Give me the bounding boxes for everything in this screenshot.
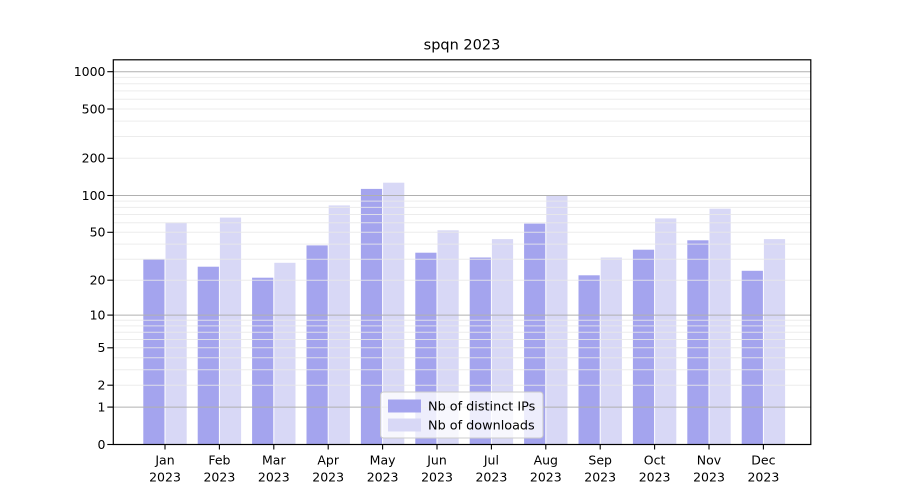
x-axis-month-label: Aug — [534, 453, 558, 468]
y-axis-tick-label: 5 — [98, 340, 106, 355]
legend-label-distinct-ips: Nb of distinct IPs — [428, 400, 536, 415]
bar-distinct-ips — [687, 240, 709, 445]
legend-label-downloads: Nb of downloads — [428, 419, 535, 434]
x-axis-year-label: 2023 — [367, 470, 399, 485]
bar-distinct-ips — [578, 275, 600, 445]
x-axis-month-label: Jan — [154, 453, 174, 468]
y-axis-tick-label: 100 — [82, 188, 106, 203]
legend-swatch-distinct-ips — [388, 399, 421, 413]
x-axis-month-label: Mar — [262, 453, 286, 468]
x-axis-year-label: 2023 — [639, 470, 671, 485]
bar-distinct-ips — [524, 223, 546, 445]
legend-box — [380, 391, 544, 439]
y-axis-tick-label: 200 — [82, 151, 106, 166]
bar-distinct-ips — [143, 259, 165, 445]
x-axis-month-label: Dec — [751, 453, 775, 468]
x-axis-year-label: 2023 — [475, 470, 507, 485]
bar-distinct-ips — [360, 188, 383, 445]
x-axis-month-label: May — [370, 453, 396, 468]
bar-downloads — [655, 218, 677, 445]
x-axis-year-label: 2023 — [149, 470, 181, 485]
bar-downloads — [763, 239, 786, 445]
x-axis-month-label: Jun — [426, 453, 447, 468]
bar-distinct-ips — [197, 266, 219, 445]
chart-title: spqn 2023 — [424, 38, 501, 54]
bar-distinct-ips — [252, 277, 274, 445]
x-axis-month-label: Feb — [208, 453, 230, 468]
x-axis-year-label: 2023 — [258, 470, 290, 485]
x-axis-month-label: Nov — [697, 453, 722, 468]
bar-downloads — [383, 182, 405, 445]
bar-downloads — [165, 222, 187, 445]
y-axis-tick-label: 50 — [90, 225, 106, 240]
legend-swatch-downloads — [388, 418, 421, 432]
x-axis-month-label: Jul — [483, 453, 499, 468]
axes-layer: 0 1 2 5 10 20 50 100 200 500 1000 Jan 2023 Feb 2023 Mar… — [74, 64, 780, 484]
legend: Nb of distinct IPs Nb of downloads — [380, 391, 544, 439]
gridlines-layer — [113, 71, 811, 408]
x-axis-year-label: 2023 — [312, 470, 344, 485]
bar-downloads — [437, 230, 459, 445]
x-axis-year-label: 2023 — [693, 470, 725, 485]
y-axis-tick-label: 20 — [90, 273, 106, 288]
bar-downloads — [328, 205, 350, 445]
x-axis-year-label: 2023 — [530, 470, 562, 485]
bar-distinct-ips — [632, 249, 655, 445]
bar-downloads — [600, 257, 622, 445]
bar-downloads — [219, 217, 242, 445]
bar-downloads — [274, 262, 296, 445]
plot-border — [112, 59, 812, 446]
x-axis-year-label: 2023 — [747, 470, 779, 485]
y-axis-tick-label: 2 — [98, 378, 106, 393]
x-axis-year-label: 2023 — [421, 470, 453, 485]
x-axis-year-label: 2023 — [203, 470, 235, 485]
y-axis-tick-label: 1 — [98, 400, 106, 415]
x-axis-month-label: Oct — [644, 453, 666, 468]
y-axis-tick-label: 0 — [98, 437, 106, 452]
x-axis-year-label: 2023 — [584, 470, 616, 485]
y-axis-tick-label: 500 — [82, 101, 106, 116]
bar-distinct-ips — [306, 245, 328, 445]
y-axis-tick-label: 1000 — [74, 64, 106, 79]
y-axis-tick-label: 10 — [90, 308, 106, 323]
x-axis-month-label: Sep — [588, 453, 612, 468]
x-axis-month-label: Apr — [317, 453, 339, 468]
